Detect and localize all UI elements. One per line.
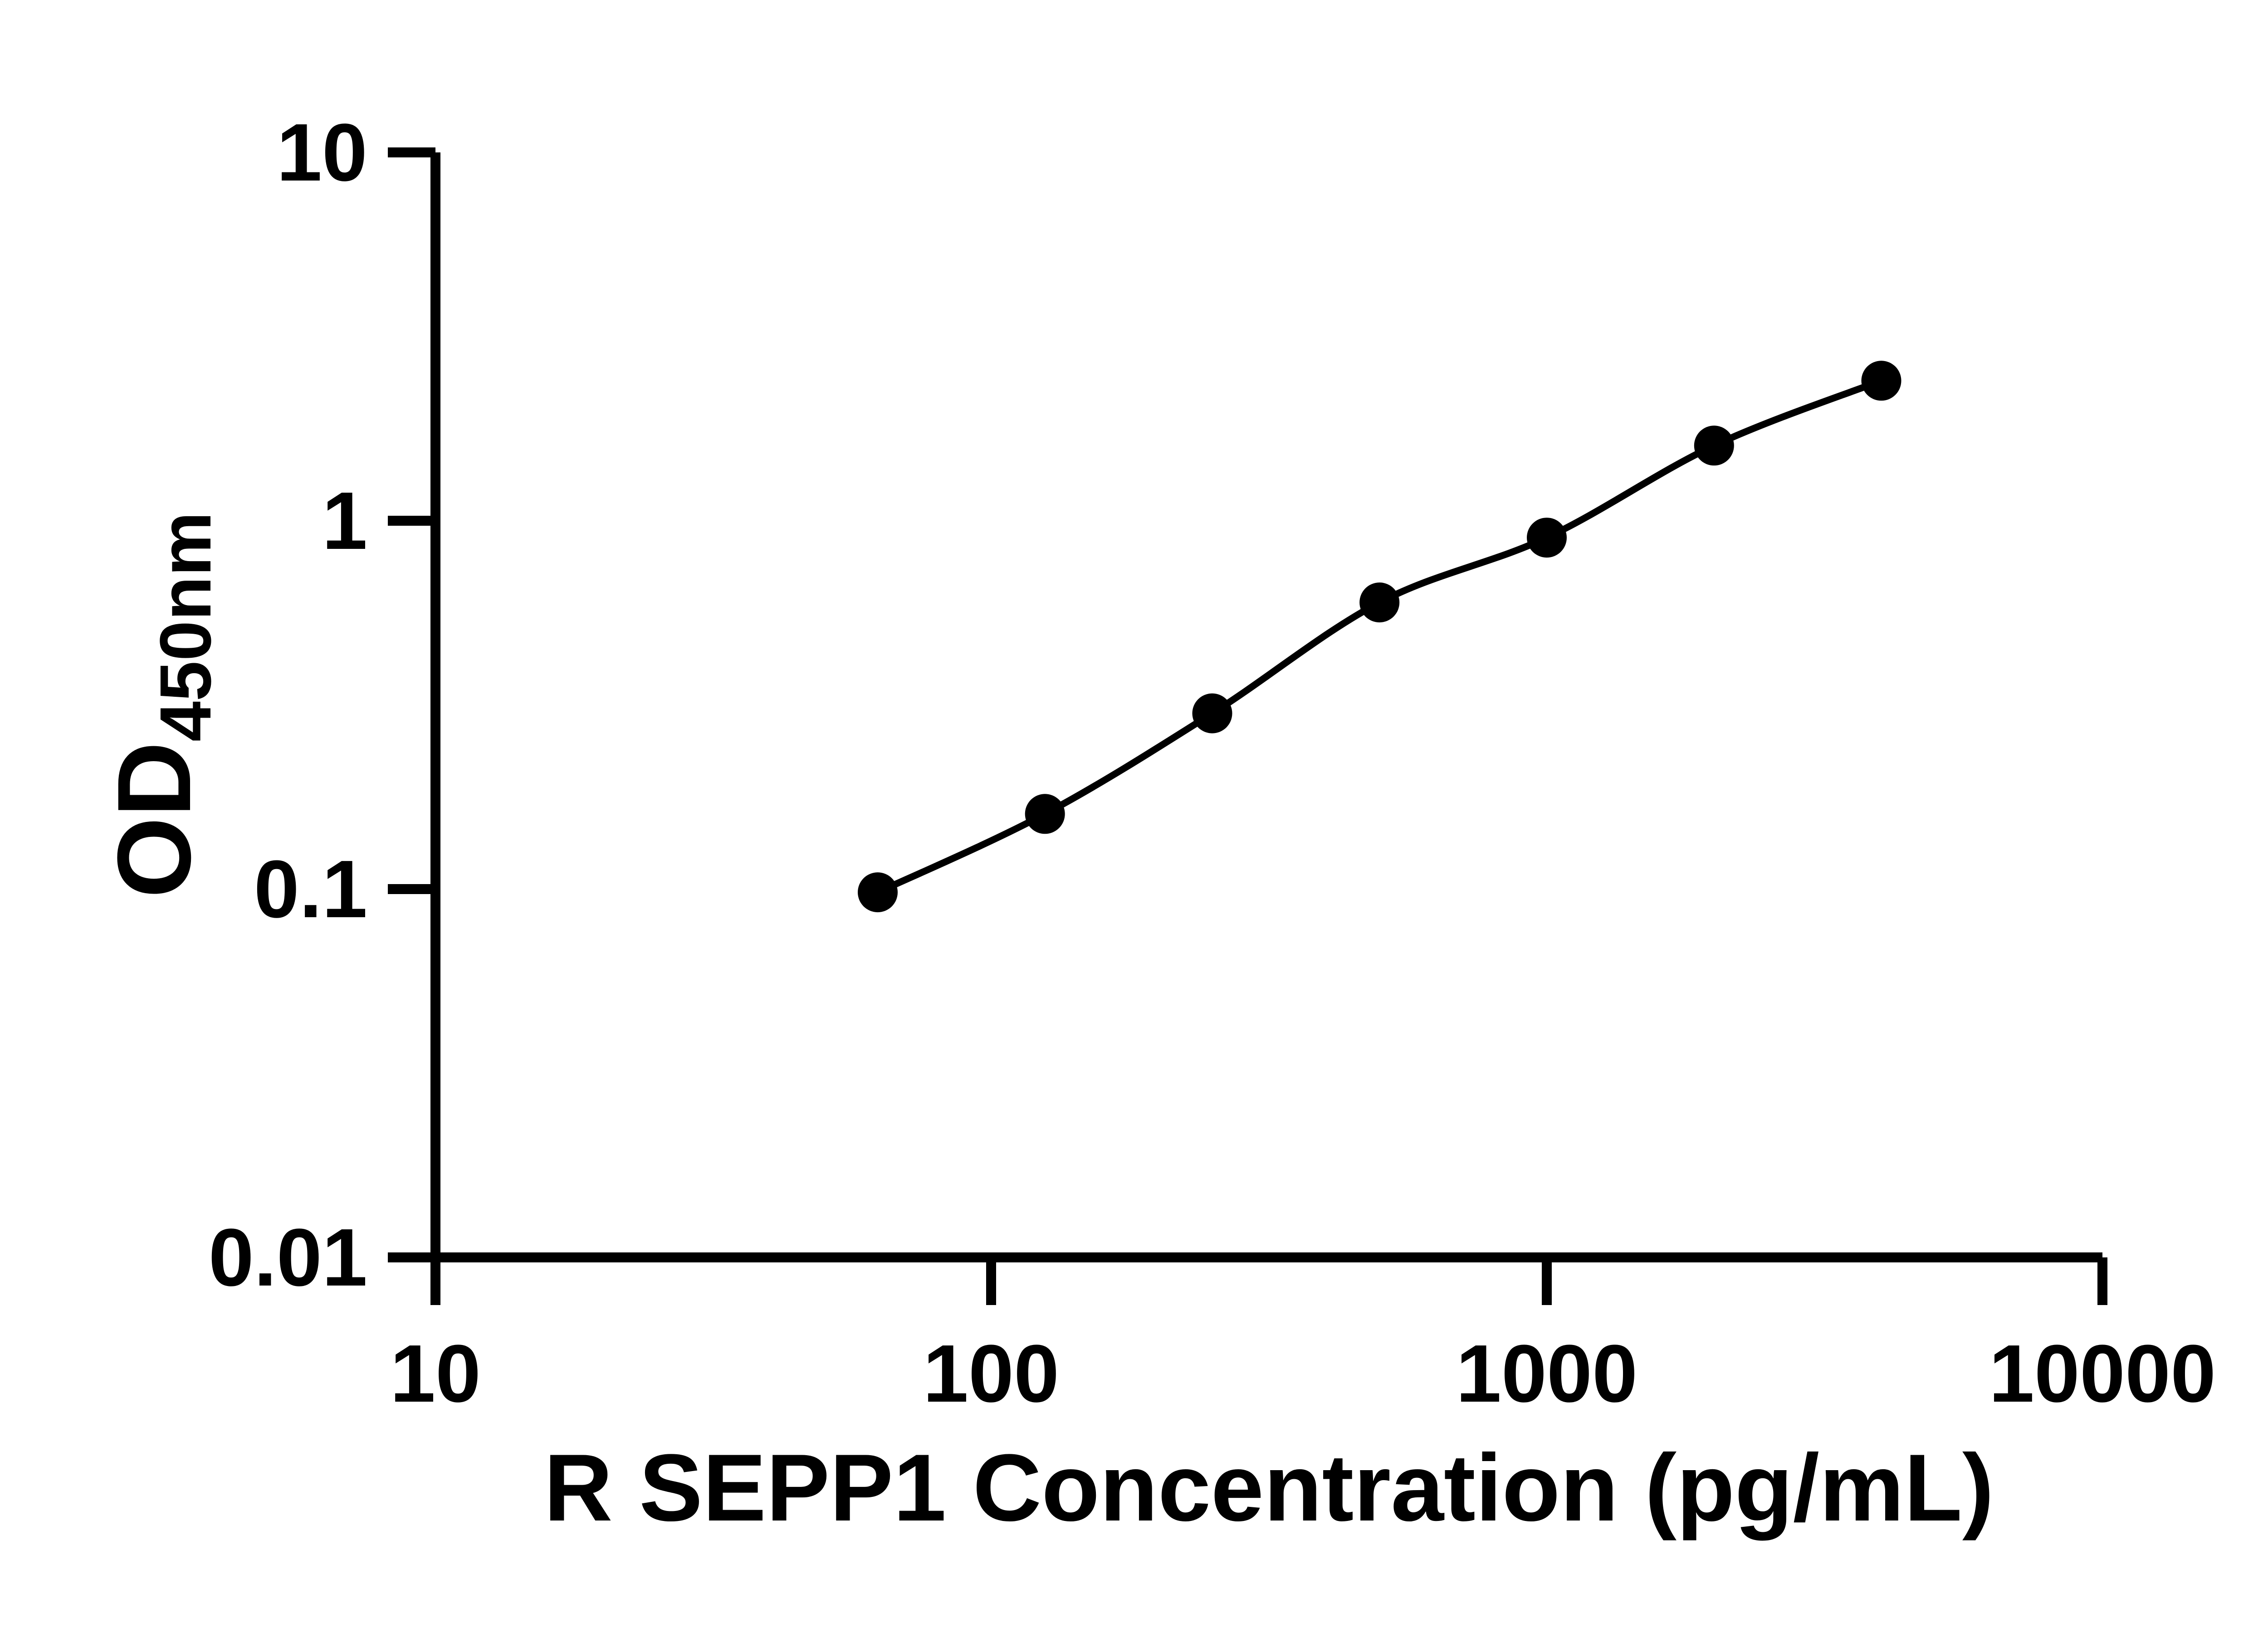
data-point-marker (1861, 361, 1901, 401)
y-axis-tick-label: 10 (277, 107, 367, 198)
data-point-marker (1527, 518, 1567, 558)
axis-lines (430, 152, 2102, 1262)
y-axis-title-main: OD (96, 741, 212, 898)
y-axis-tick-label: 1 (322, 475, 367, 567)
x-axis-tick-label: 10000 (1989, 1328, 2216, 1419)
x-axis-tick-label: 1000 (1456, 1328, 1637, 1419)
data-point-marker (1192, 693, 1232, 733)
data-point-marker (1359, 582, 1400, 623)
y-axis-title: OD450nm (96, 512, 226, 898)
data-point-marker (1025, 794, 1065, 834)
x-axis-tick-label: 100 (923, 1328, 1059, 1419)
data-point-marker (1694, 425, 1734, 466)
x-axis-tick-label: 10 (390, 1328, 481, 1419)
x-axis-title: R SEPP1 Concentration (pg/mL) (544, 1434, 1994, 1541)
y-axis-tick-label: 0.1 (254, 844, 367, 935)
y-axis-title-sub: 450nm (145, 512, 226, 742)
y-axis-tick-label: 0.01 (209, 1212, 367, 1303)
data-point-marker (858, 872, 898, 913)
